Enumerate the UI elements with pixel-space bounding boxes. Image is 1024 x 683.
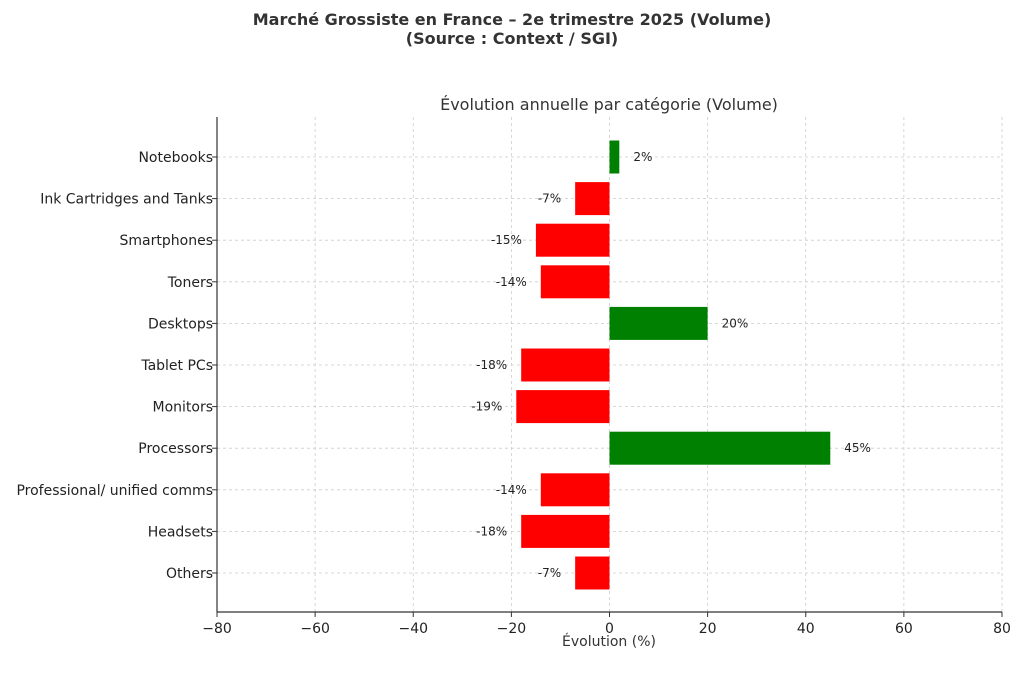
- bar: [516, 390, 610, 424]
- bar: [609, 431, 831, 465]
- data-label: 2%: [633, 150, 652, 164]
- category-label: Professional/ unified comms: [16, 483, 213, 499]
- x-tick-label: −40: [398, 621, 428, 637]
- category-label: Headsets: [148, 524, 213, 540]
- bar: [540, 473, 610, 507]
- x-axis-label: Évolution (%): [562, 633, 656, 650]
- data-label: -18%: [476, 524, 507, 538]
- category-label: Smartphones: [120, 233, 213, 249]
- axes-group: [212, 117, 1003, 617]
- data-label: -19%: [471, 400, 502, 414]
- figure-suptitle: Marché Grossiste en France – 2e trimestr…: [0, 10, 1024, 48]
- x-tick-label: −60: [300, 621, 330, 637]
- category-label: Notebooks: [138, 150, 213, 166]
- category-label: Ink Cartridges and Tanks: [40, 192, 213, 208]
- bar: [575, 182, 610, 216]
- category-label: Desktops: [148, 316, 213, 332]
- data-label: -14%: [496, 275, 527, 289]
- x-tick-label: 20: [699, 621, 717, 637]
- bars-group: [516, 140, 831, 590]
- data-label: -7%: [538, 192, 561, 206]
- bar: [609, 306, 708, 340]
- data-label: -15%: [491, 233, 522, 247]
- bar: [540, 265, 610, 299]
- x-tick-label: 40: [797, 621, 815, 637]
- x-tick-label: 0: [605, 621, 614, 637]
- bar: [535, 223, 610, 257]
- category-label: Toners: [167, 275, 213, 291]
- category-label: Tablet PCs: [140, 358, 213, 374]
- data-label: 20%: [722, 316, 749, 330]
- chart-title: Évolution annuelle par catégorie (Volume…: [440, 95, 778, 114]
- x-tick-label: 60: [895, 621, 913, 637]
- suptitle-line-1: Marché Grossiste en France – 2e trimestr…: [252, 10, 772, 29]
- category-label: Others: [166, 566, 213, 582]
- suptitle-line-2: (Source : Context / SGI): [405, 29, 619, 48]
- bar: [521, 348, 610, 382]
- data-labels: 2% -7% -15% -14% 20% -18% -19% 45% -14% -18% -7%: [471, 150, 871, 580]
- x-tick-labels: −80 −60 −40 −20 0 20 40 60 80: [202, 621, 1011, 637]
- data-label: 45%: [844, 441, 871, 455]
- bar: [609, 140, 620, 174]
- data-label: -7%: [538, 566, 561, 580]
- data-label: -14%: [496, 483, 527, 497]
- x-tick-label: −80: [202, 621, 232, 637]
- data-label: -18%: [476, 358, 507, 372]
- x-tick-label: 80: [993, 621, 1011, 637]
- x-tick-label: −20: [497, 621, 527, 637]
- category-label: Monitors: [152, 400, 213, 416]
- category-labels: Notebooks Ink Cartridges and Tanks Smartph…: [16, 150, 213, 582]
- bar: [521, 514, 610, 548]
- category-label: Processors: [138, 441, 213, 457]
- bar: [575, 556, 610, 590]
